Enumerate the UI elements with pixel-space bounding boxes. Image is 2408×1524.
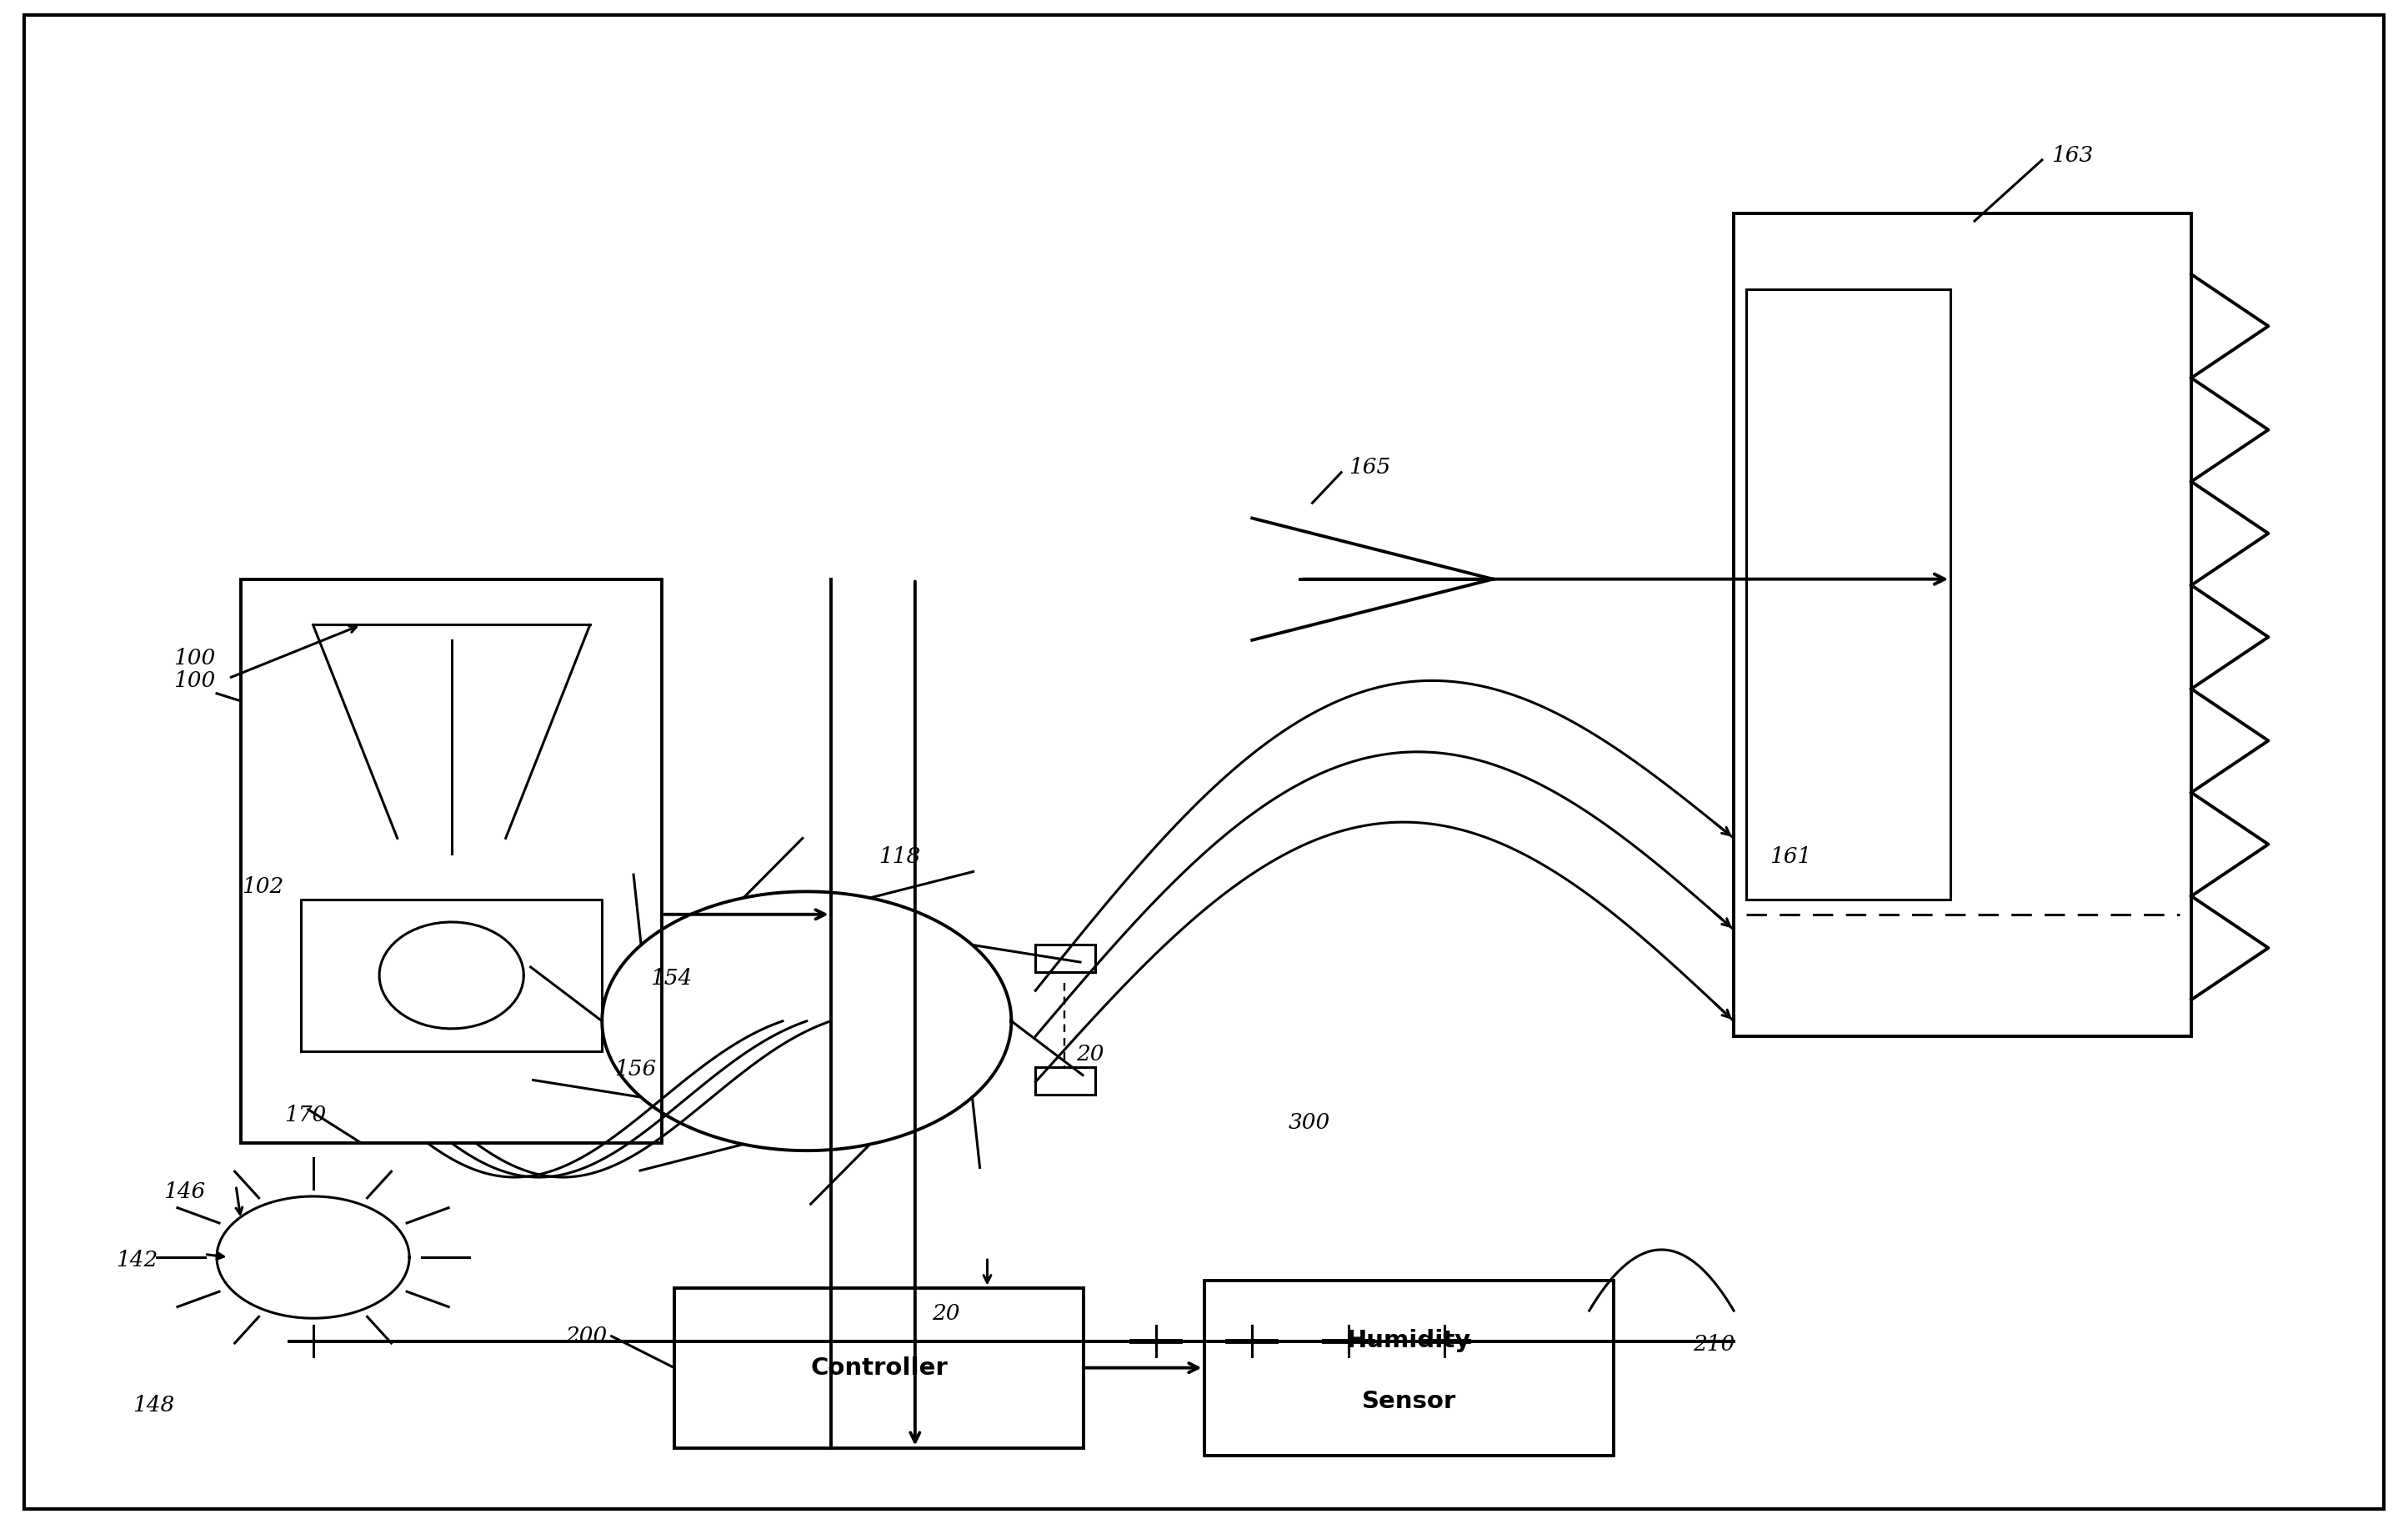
Bar: [1035, 945, 1096, 972]
Text: 142: 142: [116, 1250, 157, 1271]
Text: 102: 102: [243, 876, 284, 898]
Text: 100: 100: [173, 671, 214, 692]
Bar: [1204, 1280, 1613, 1455]
Text: 170: 170: [284, 1105, 325, 1126]
Bar: [241, 579, 662, 1143]
Text: Humidity: Humidity: [1346, 1329, 1471, 1352]
Text: 210: 210: [1693, 1334, 1734, 1355]
Text: 118: 118: [879, 846, 920, 867]
Text: 161: 161: [1770, 846, 1811, 867]
Text: 163: 163: [2052, 145, 2093, 166]
Bar: [301, 899, 602, 1052]
Bar: [1035, 1067, 1096, 1094]
Text: 20: 20: [932, 1303, 961, 1324]
Text: 200: 200: [566, 1326, 607, 1347]
Bar: [1746, 290, 1950, 899]
Text: 148: 148: [132, 1394, 173, 1416]
Text: Sensor: Sensor: [1361, 1390, 1457, 1413]
Bar: [1734, 213, 2191, 1036]
Bar: [674, 1288, 1084, 1448]
Text: 146: 146: [164, 1181, 205, 1202]
Text: 165: 165: [1348, 457, 1389, 479]
Text: 154: 154: [650, 968, 691, 989]
Text: Controller: Controller: [809, 1356, 949, 1379]
Text: 100: 100: [173, 648, 214, 669]
Text: 20: 20: [1076, 1044, 1105, 1065]
Text: 156: 156: [614, 1059, 655, 1081]
Text: 300: 300: [1288, 1113, 1329, 1134]
